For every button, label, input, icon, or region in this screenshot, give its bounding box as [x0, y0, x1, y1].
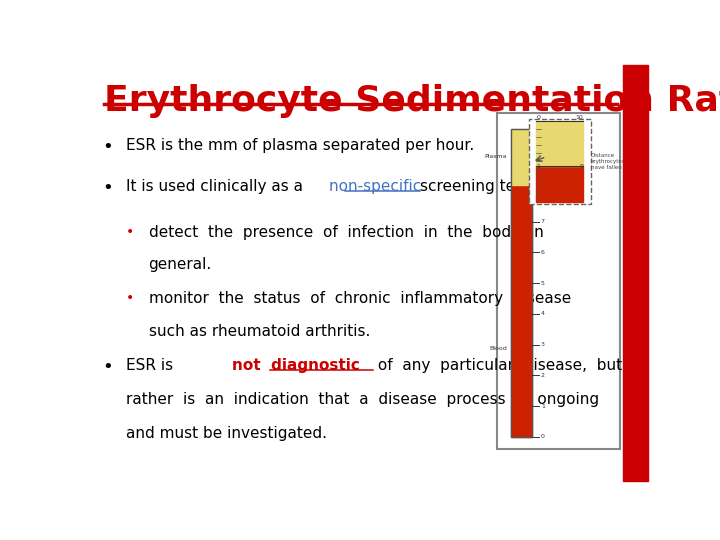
- Text: non-specific: non-specific: [329, 179, 426, 194]
- Text: ESR is the mm of plasma separated per hour.: ESR is the mm of plasma separated per ho…: [126, 138, 474, 153]
- Text: 9: 9: [541, 158, 545, 163]
- Text: •: •: [102, 358, 113, 376]
- Text: monitor  the  status  of  chronic  inflammatory  disease: monitor the status of chronic inflammato…: [148, 292, 571, 306]
- Text: 9: 9: [580, 164, 583, 169]
- Text: 0: 0: [536, 115, 540, 120]
- Text: of  any  particular  disease,  but: of any particular disease, but: [373, 358, 622, 373]
- Text: Blood: Blood: [489, 346, 507, 351]
- Text: Erythrocyte Sedimentation Rate (ESR): Erythrocyte Sedimentation Rate (ESR): [104, 84, 720, 118]
- Bar: [511, 185, 533, 437]
- Bar: [536, 121, 583, 166]
- Text: 7: 7: [541, 219, 545, 224]
- Text: Distance
erythrocytes
have fallen: Distance erythrocytes have fallen: [590, 153, 625, 170]
- Text: screening test to:: screening test to:: [420, 179, 554, 194]
- Text: •: •: [102, 138, 113, 156]
- Text: 4: 4: [541, 312, 545, 316]
- Text: ESR is: ESR is: [126, 358, 183, 373]
- Text: It is used clinically as a: It is used clinically as a: [126, 179, 308, 194]
- Text: 6: 6: [541, 250, 545, 255]
- Text: and must be investigated.: and must be investigated.: [126, 426, 328, 441]
- Text: 10: 10: [575, 115, 583, 120]
- Text: Plasma: Plasma: [485, 154, 507, 159]
- Text: 3: 3: [541, 342, 545, 347]
- Text: rather  is  an  indication  that  a  disease  process  is  ongoing: rather is an indication that a disease p…: [126, 392, 599, 407]
- Text: •: •: [102, 179, 113, 197]
- Text: detect  the  presence  of  infection  in  the  body  in: detect the presence of infection in the …: [148, 225, 544, 240]
- Text: 10: 10: [541, 127, 549, 132]
- Text: 2: 2: [541, 373, 545, 378]
- Text: not  diagnostic: not diagnostic: [232, 358, 365, 373]
- Text: 8: 8: [541, 188, 545, 193]
- Text: •: •: [126, 225, 135, 239]
- Text: •: •: [126, 292, 135, 306]
- Bar: [623, 65, 648, 481]
- Text: 1: 1: [536, 164, 540, 169]
- Bar: [511, 129, 533, 437]
- Text: such as rheumatoid arthritis.: such as rheumatoid arthritis.: [148, 324, 370, 339]
- Bar: [536, 166, 583, 202]
- Bar: [511, 129, 533, 185]
- Text: 1: 1: [541, 404, 545, 409]
- Text: 0: 0: [541, 435, 545, 440]
- Text: general.: general.: [148, 258, 212, 272]
- FancyBboxPatch shape: [529, 119, 590, 204]
- FancyBboxPatch shape: [498, 113, 620, 449]
- Text: 5: 5: [541, 281, 545, 286]
